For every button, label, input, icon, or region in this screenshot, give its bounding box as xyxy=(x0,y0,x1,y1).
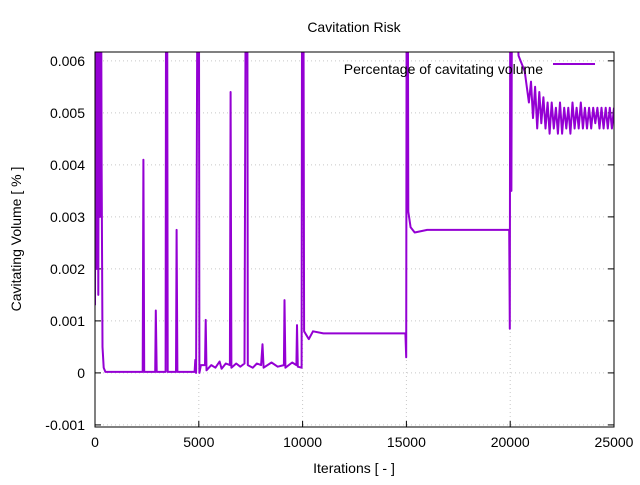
x-tick-label: 25000 xyxy=(595,434,634,450)
x-tick-label: 20000 xyxy=(491,434,530,450)
legend: Percentage of cavitating volume xyxy=(344,61,595,77)
y-tick-label: 0.005 xyxy=(50,105,85,121)
x-tick-label: 5000 xyxy=(183,434,214,450)
y-tick-label: 0.002 xyxy=(50,261,85,277)
y-tick-label: 0.004 xyxy=(50,157,85,173)
y-tick-label: 0.001 xyxy=(50,313,85,329)
plot-border xyxy=(94,51,615,428)
series-line xyxy=(95,52,614,374)
chart-title: Cavitation Risk xyxy=(307,19,401,35)
legend-label: Percentage of cavitating volume xyxy=(344,61,543,77)
x-tick-label: 10000 xyxy=(283,434,322,450)
y-tick-label: 0 xyxy=(77,365,85,381)
y-tick-label: 0.003 xyxy=(50,209,85,225)
x-tick-label: 15000 xyxy=(387,434,426,450)
ticks: 0 5000 10000 15000 20000 25000 -0.001 0 0.001 0.0… xyxy=(45,52,634,450)
y-axis-label: Cavitating Volume [ % ] xyxy=(8,167,24,312)
y-tick-label: 0.006 xyxy=(50,53,85,69)
y-tick-label: -0.001 xyxy=(45,417,85,433)
x-axis-label: Iterations [ - ] xyxy=(313,460,395,476)
x-tick-label: 0 xyxy=(91,434,99,450)
